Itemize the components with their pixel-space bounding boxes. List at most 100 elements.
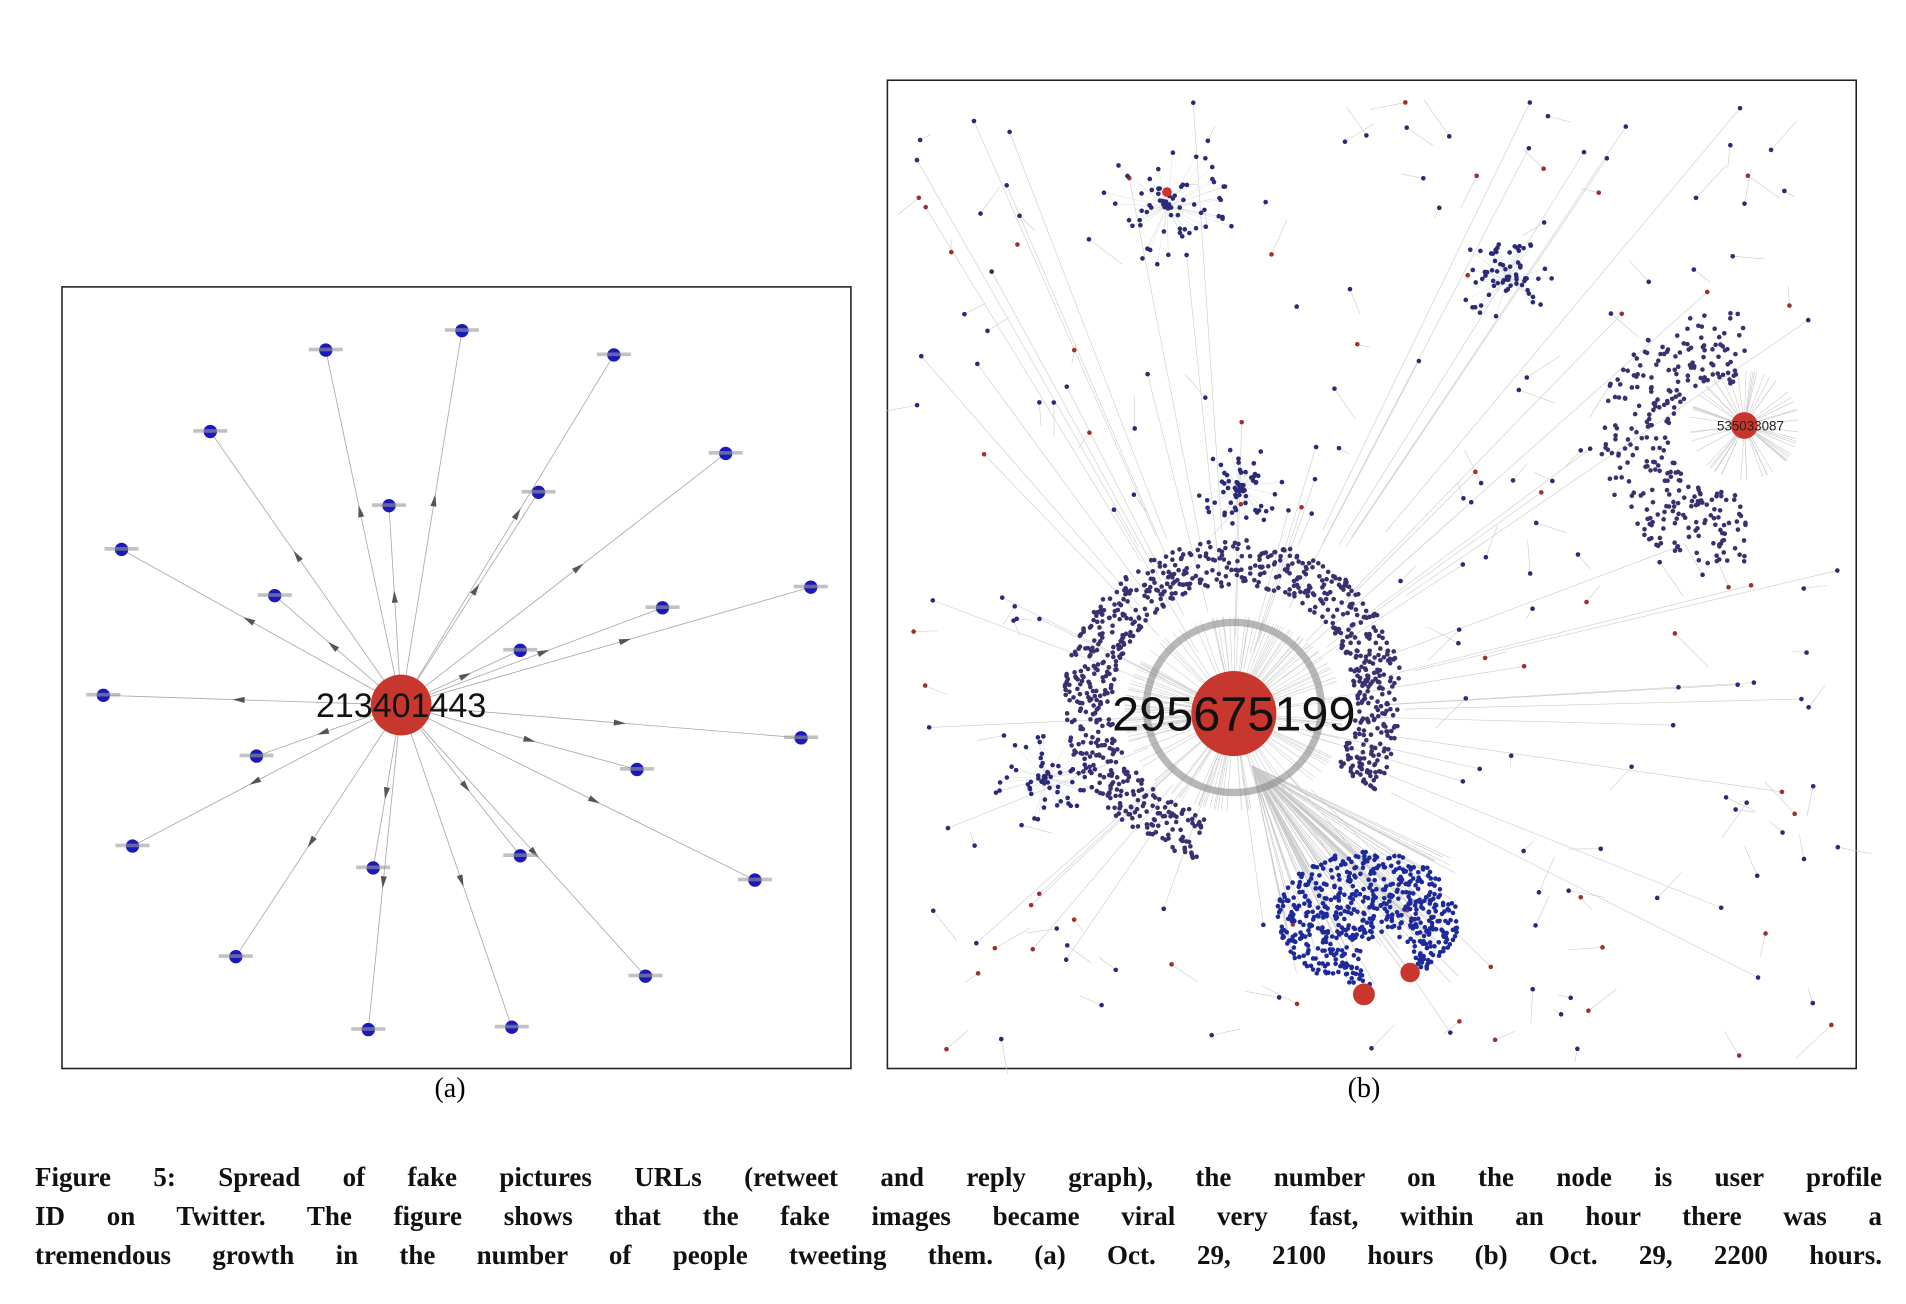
- node: [1693, 519, 1699, 525]
- node: [1150, 793, 1156, 798]
- node: [1210, 567, 1215, 573]
- node: [1202, 207, 1207, 213]
- node: [1252, 563, 1258, 568]
- node: [1659, 455, 1665, 460]
- node: [1492, 1037, 1498, 1043]
- node: [1304, 566, 1309, 572]
- node: [1391, 649, 1397, 654]
- node: [1478, 248, 1483, 254]
- node: [1467, 247, 1473, 253]
- node: [1536, 276, 1541, 282]
- edge: [1066, 386, 1184, 616]
- node: [1374, 886, 1379, 892]
- node: [1369, 1045, 1374, 1051]
- edge: [1186, 255, 1220, 577]
- node: [1348, 633, 1353, 638]
- node: [1428, 959, 1434, 965]
- node: [1713, 342, 1718, 348]
- node: [1237, 488, 1242, 494]
- node: [1344, 869, 1350, 875]
- node: [1305, 949, 1311, 955]
- node: [1387, 898, 1392, 904]
- node: [1407, 897, 1413, 903]
- edge: [1171, 964, 1198, 983]
- node: [930, 598, 936, 603]
- node: [1037, 616, 1042, 622]
- node: [1239, 575, 1245, 580]
- node: [1168, 814, 1173, 819]
- node: [1253, 507, 1258, 513]
- edge: [1045, 777, 1084, 791]
- node: [1376, 769, 1382, 774]
- node: [1728, 310, 1733, 316]
- node-id: [784, 735, 819, 740]
- node: [1080, 769, 1086, 774]
- node: [1474, 173, 1479, 179]
- node: [1453, 904, 1458, 909]
- node: [1397, 665, 1402, 671]
- node: [1100, 635, 1105, 640]
- node: [1281, 547, 1286, 552]
- edge: [1166, 197, 1220, 207]
- edge: [1507, 268, 1546, 280]
- node: [1681, 341, 1687, 346]
- node: [1135, 627, 1141, 633]
- node-id: [104, 547, 139, 551]
- node: [1113, 759, 1119, 765]
- node: [1292, 955, 1298, 961]
- node: [1313, 444, 1319, 450]
- node: [1654, 362, 1659, 367]
- node: [1256, 579, 1261, 585]
- node: [1218, 580, 1224, 585]
- node: [1805, 317, 1811, 323]
- node: [1075, 686, 1080, 692]
- node: [1344, 945, 1349, 950]
- edge: [1271, 219, 1288, 255]
- edge: [1298, 809, 1451, 1033]
- node: [1142, 606, 1148, 612]
- node: [1521, 848, 1526, 854]
- node: [1354, 932, 1359, 937]
- edge: [1659, 562, 1684, 597]
- node: [1287, 546, 1293, 552]
- node: [1291, 902, 1297, 908]
- node: [1190, 100, 1196, 106]
- node: [1041, 776, 1047, 782]
- node: [1064, 943, 1070, 948]
- node: [1740, 325, 1746, 331]
- node: [1132, 619, 1137, 625]
- node: [1095, 662, 1101, 667]
- node: [1723, 795, 1729, 800]
- edge: [1695, 165, 1727, 199]
- node: [1655, 543, 1661, 549]
- node: [1363, 849, 1369, 855]
- edge: [1045, 765, 1059, 779]
- node: [1717, 544, 1722, 549]
- node: [1396, 896, 1401, 901]
- node: [1304, 910, 1309, 916]
- node: [1377, 741, 1383, 747]
- node: [1092, 693, 1098, 699]
- node: [1232, 505, 1238, 511]
- node: [1372, 655, 1377, 660]
- node: [1379, 629, 1385, 635]
- node: [1447, 1030, 1453, 1035]
- node: [1362, 911, 1367, 917]
- edge: [1297, 513, 1312, 546]
- node: [1676, 488, 1682, 493]
- node: [1461, 495, 1466, 501]
- edge: [1512, 464, 1527, 481]
- node: [1009, 764, 1014, 770]
- node: [1599, 451, 1605, 457]
- node: [1099, 611, 1104, 617]
- edge: [1032, 784, 1174, 950]
- node: [1233, 487, 1239, 493]
- node: [1310, 909, 1315, 915]
- node: [1587, 446, 1593, 452]
- node: [1670, 722, 1676, 728]
- node: [1575, 552, 1581, 557]
- edge: [1435, 698, 1466, 729]
- node: [1004, 183, 1009, 188]
- node: [1392, 697, 1397, 702]
- edge: [1322, 148, 1530, 545]
